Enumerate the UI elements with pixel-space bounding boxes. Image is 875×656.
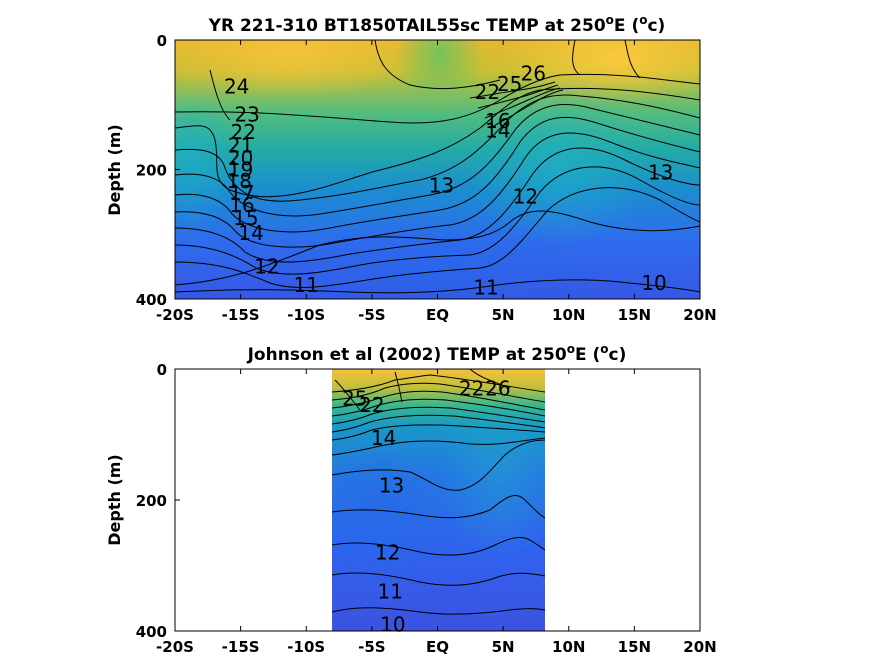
contour-label: 12 [513, 185, 538, 209]
contour-label: 16 [229, 193, 254, 217]
contour-label: 22 [231, 120, 256, 144]
top-panel: YR 221-310 BT1850TAIL55sc TEMP at 250oE … [105, 13, 717, 324]
x-tick-label: 5N [492, 638, 515, 656]
bottom-contours [332, 369, 545, 615]
contour-label: 22 [359, 393, 384, 417]
bottom-heatmap [332, 369, 545, 631]
contour-label: 24 [224, 75, 249, 99]
contour-label: 21 [228, 134, 253, 158]
top-panel-title: YR 221-310 BT1850TAIL55sc TEMP at 250oE … [208, 13, 666, 36]
top-x-axis: -20S -15S -10S -5S EQ 5N 10N 15N 20N [156, 40, 717, 324]
x-tick-label: 15N [618, 306, 651, 324]
contour-label: 25 [497, 72, 522, 96]
contour-label: 11 [378, 580, 403, 604]
y-tick-label: 200 [136, 162, 167, 180]
contour-label: 10 [641, 271, 666, 295]
top-contours [175, 40, 700, 294]
contour-label: 13 [648, 161, 673, 185]
contour-label: 22 [475, 80, 500, 104]
contour-label: 26 [521, 62, 546, 86]
x-tick-label: -5S [358, 306, 385, 324]
bottom-y-axis: 0 200 400 [136, 361, 180, 641]
contour-label: 26 [485, 377, 510, 401]
contour-label: 13 [379, 474, 404, 498]
bottom-x-axis: -20S -15S -10S -5S EQ 5N 10N 15N 20N [156, 369, 717, 656]
contour-label: 23 [234, 102, 259, 126]
contour-label: 22 [459, 377, 484, 401]
contour-label: 12 [375, 540, 400, 564]
x-tick-label: 20N [683, 638, 716, 656]
x-tick-label: 10N [552, 306, 585, 324]
contour-label: 25 [342, 386, 367, 410]
x-tick-label: -5S [358, 638, 385, 656]
x-tick-label: -15S [222, 306, 260, 324]
x-tick-label: -10S [287, 638, 325, 656]
top-y-axis: 0 200 400 [136, 32, 180, 309]
x-tick-label: EQ [426, 638, 449, 656]
x-tick-label: 20N [683, 306, 716, 324]
bottom-panel-title: Johnson et al (2002) TEMP at 250oE (oc) [247, 342, 627, 365]
contour-label: 20 [228, 146, 253, 170]
x-tick-label: 5N [492, 306, 515, 324]
x-tick-label: 10N [552, 638, 585, 656]
top-heatmap [175, 40, 700, 299]
y-tick-label: 400 [136, 623, 167, 641]
contour-label: 16 [485, 109, 510, 133]
contour-label: 17 [229, 181, 254, 205]
contour-label: 14 [371, 426, 396, 450]
y-tick-label: 400 [136, 291, 167, 309]
contour-label: 14 [238, 221, 263, 245]
x-tick-label: -15S [222, 638, 260, 656]
x-tick-label: -20S [156, 306, 194, 324]
contour-label: 13 [429, 174, 454, 198]
contour-label: 18 [227, 169, 252, 193]
contour-label: 15 [233, 206, 258, 230]
x-tick-label: -10S [287, 306, 325, 324]
x-tick-label: EQ [426, 306, 449, 324]
y-tick-label: 0 [157, 361, 167, 379]
y-tick-label: 0 [157, 32, 167, 50]
contour-label: 10 [380, 612, 405, 636]
x-tick-label: -20S [156, 638, 194, 656]
contour-label: 11 [473, 275, 498, 299]
contour-label: 19 [228, 158, 253, 182]
x-tick-label: 15N [618, 638, 651, 656]
bottom-y-axis-label: Depth (m) [105, 454, 124, 546]
contour-label: 14 [485, 119, 510, 143]
contour-label: 11 [294, 273, 319, 297]
contour-label: 12 [254, 255, 279, 279]
y-tick-label: 200 [136, 492, 167, 510]
top-y-axis-label: Depth (m) [105, 124, 124, 216]
bottom-panel: Johnson et al (2002) TEMP at 250oE (oc) [105, 342, 717, 656]
